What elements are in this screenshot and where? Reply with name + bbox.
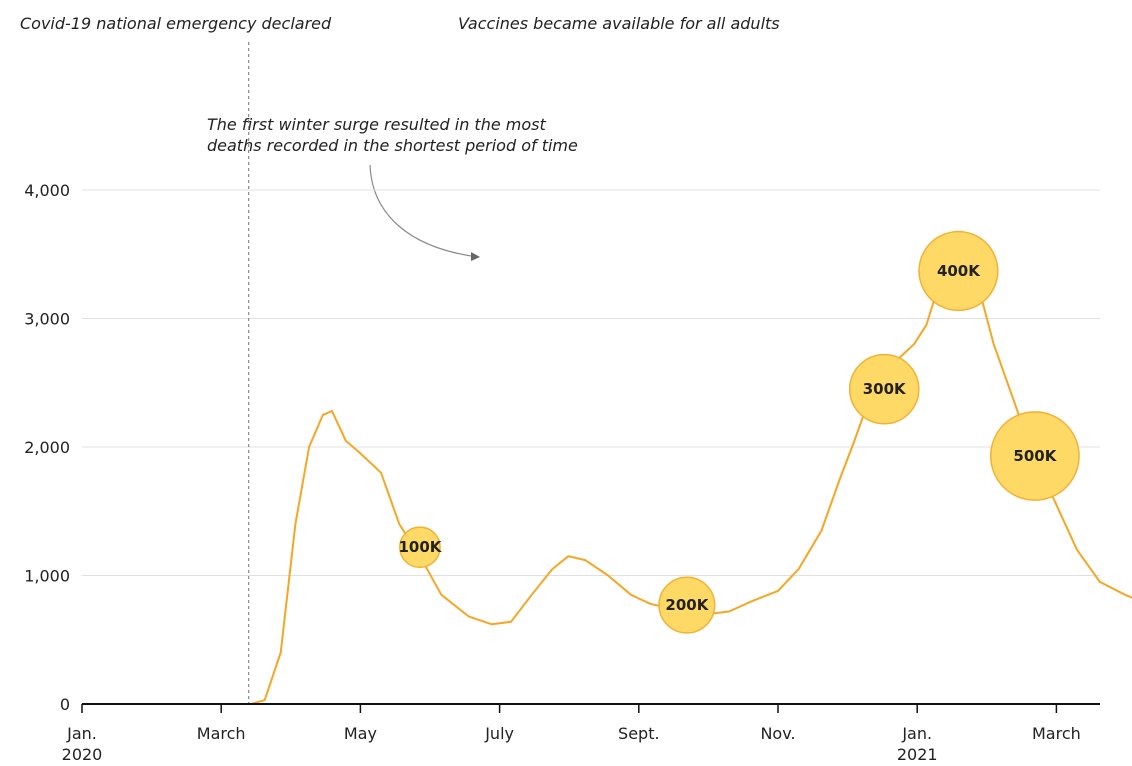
annotation-surge-line2: deaths recorded in the shortest period o… [207,136,578,155]
x-tick-label: Jan. [901,724,932,743]
y-tick-label: 0 [60,695,70,714]
annotation-vaccines: Vaccines became available for all adults [458,14,780,33]
y-tick-label: 2,000 [24,438,70,457]
annotation-surge-line1: The first winter surge resulted in the m… [207,115,546,134]
surge-arrowhead [471,252,480,261]
y-tick-label: 4,000 [24,181,70,200]
series-line [250,266,1132,705]
x-tick-label: May [344,724,377,743]
x-tick-label: Nov. [760,724,795,743]
milestone-label: 300K [863,380,907,398]
surge-arrow [369,164,479,258]
milestone-label: 400K [937,262,981,280]
x-tick-label: Jan. [66,724,97,743]
x-tick-label: March [197,724,246,743]
annotation-emergency: Covid-19 national emergency declared [20,14,332,33]
x-tick-year: 2021 [897,745,938,764]
x-tick-year: 2020 [62,745,103,764]
x-tick-label: July [484,724,514,743]
x-tick-label: March [1032,724,1081,743]
milestone-bubble [918,230,999,312]
milestone-label: 200K [665,596,709,614]
milestone-bubble [399,526,441,569]
milestone-label: 500K [1013,447,1057,465]
x-tick-label: Sept. [618,724,660,743]
milestone-bubble [848,353,920,425]
milestone-bubble [989,411,1080,501]
y-tick-label: 3,000 [24,310,70,329]
y-tick-label: 1,000 [24,567,70,586]
milestone-bubble [658,576,716,634]
milestone-label: 100K [398,538,442,556]
